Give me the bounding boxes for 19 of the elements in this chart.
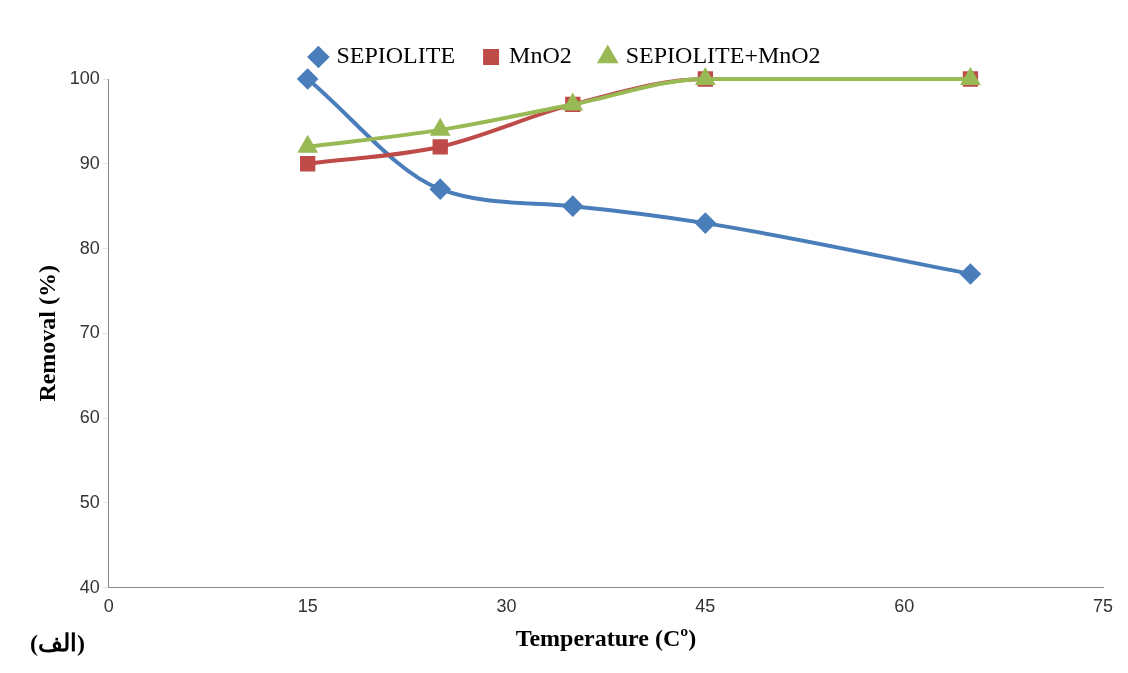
legend-label: SEPIOLITE: [336, 42, 456, 69]
x-tick-label: 30: [496, 596, 517, 617]
y-tick-label: 40: [79, 576, 100, 597]
x-axis-title: Temperature (Cº): [515, 624, 697, 651]
x-tick-label: 60: [894, 596, 915, 617]
y-axis-title: Removal (%): [33, 264, 60, 402]
y-tick-label: 80: [79, 237, 100, 258]
y-tick-label: 70: [79, 322, 100, 343]
legend-label: MnO2: [509, 42, 572, 69]
y-tick-label: 50: [79, 491, 100, 512]
text: (الف): [30, 630, 85, 657]
x-tick-label: 45: [695, 596, 716, 617]
y-tick-label: 60: [79, 407, 100, 428]
x-tick-label: 75: [1092, 596, 1114, 617]
y-tick-label: 90: [79, 152, 100, 173]
y-tick-label: 100: [69, 67, 100, 88]
legend-label: SEPIOLITE+MnO2: [625, 42, 821, 69]
x-tick-label: 15: [297, 596, 318, 617]
x-tick-label: 0: [103, 596, 114, 617]
